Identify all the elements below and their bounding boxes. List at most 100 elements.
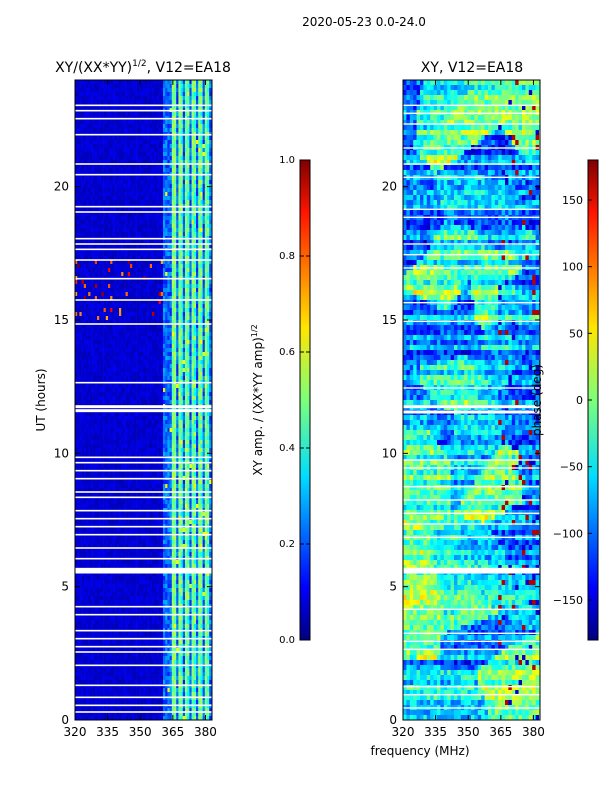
heatmap-cell [196,324,199,329]
heatmap-cell [154,340,157,345]
heatmap-cell [196,168,199,173]
heatmap-cell [112,84,115,89]
heatmap-cell [88,240,91,245]
heatmap-cell [171,360,175,365]
heatmap-cell [200,152,203,157]
heatmap-cell [182,196,186,201]
heatmap-cell [202,324,206,329]
heatmap-cell [193,152,197,157]
heatmap-cell [154,300,157,305]
heatmap-cell [92,192,96,197]
heatmap-cell [88,356,91,361]
heatmap-cell [75,140,78,145]
heatmap-cell [88,252,91,257]
heatmap-cell [79,344,82,349]
heatmap-cell [103,232,107,237]
heatmap-cell [169,316,173,321]
heatmap-cell [185,348,188,353]
heatmap-cell [193,176,197,181]
heatmap-cell [185,208,188,213]
heatmap-cell [77,248,80,253]
heatmap-cell [209,128,212,133]
heatmap-cell [204,228,208,233]
heatmap-cell [114,388,118,393]
heatmap-cell [110,364,113,369]
heatmap-cell [110,136,113,141]
heatmap-cell [81,80,85,85]
heatmap-cell [81,360,85,365]
heatmap-cell [77,212,80,217]
heatmap-cell [202,332,206,337]
heatmap-cell [114,296,118,301]
heatmap-cell [189,292,192,297]
heatmap-cell [204,120,208,125]
heatmap-cell [182,264,186,269]
heatmap-cell [145,140,148,145]
heatmap-cell [171,252,175,257]
heatmap-cell [127,272,131,277]
heatmap-cell [160,268,164,273]
heatmap-cell [121,324,124,329]
heatmap-cell [130,96,133,101]
heatmap-cell [101,288,104,293]
heatmap-cell [198,216,201,221]
heatmap-cell [141,332,144,337]
heatmap-cell [156,272,159,277]
heatmap-cell [138,292,142,297]
heatmap-cell [156,148,159,153]
heatmap-cell [105,232,109,237]
heatmap-cell [77,256,80,261]
heatmap-cell [182,392,186,397]
heatmap-cell [94,296,98,301]
heatmap-cell [198,164,201,169]
heatmap-cell [152,208,155,213]
heatmap-cell [189,332,192,337]
heatmap-cell [189,176,192,181]
heatmap-cell [185,184,188,189]
heatmap-cell [86,364,89,369]
heatmap-cell [116,304,120,309]
heatmap-cell [176,168,179,173]
heatmap-cell [114,88,118,93]
heatmap-cell [97,88,100,93]
heatmap-cell [86,224,89,229]
heatmap-cell [176,328,179,333]
heatmap-cell [169,184,173,189]
heatmap-cell [147,168,151,173]
heatmap-cell [81,140,85,145]
heatmap-cell [193,348,197,353]
heatmap-cell [97,176,100,181]
heatmap-cell [147,184,151,189]
heatmap-cell [191,320,195,325]
heatmap-cell [127,156,131,161]
heatmap-cell [123,356,126,361]
heatmap-cell [191,336,195,341]
heatmap-cell [123,128,126,133]
heatmap-cell [136,360,140,365]
heatmap-cell [185,112,188,117]
heatmap-cell [193,296,197,301]
heatmap-cell [127,196,131,201]
heatmap-cell [207,88,210,93]
heatmap-cell [114,260,118,265]
heatmap-cell [145,188,148,193]
heatmap-cell [97,348,100,353]
heatmap-cell [156,336,159,341]
heatmap-cell [81,368,85,373]
heatmap-cell [198,84,201,89]
heatmap-cell [112,212,115,217]
heatmap-cell [130,312,133,317]
heatmap-cell [156,184,159,189]
heatmap-cell [83,224,87,229]
heatmap-cell [165,296,168,301]
heatmap-cell [147,356,151,361]
heatmap-cell [92,368,96,373]
heatmap-cell [176,244,179,249]
heatmap-cell [185,388,188,393]
heatmap-cell [141,296,144,301]
heatmap-cell [75,316,78,321]
heatmap-cell [198,280,201,285]
heatmap-cell [158,96,162,101]
heatmap-cell [163,336,166,341]
heatmap-cell [198,192,201,197]
